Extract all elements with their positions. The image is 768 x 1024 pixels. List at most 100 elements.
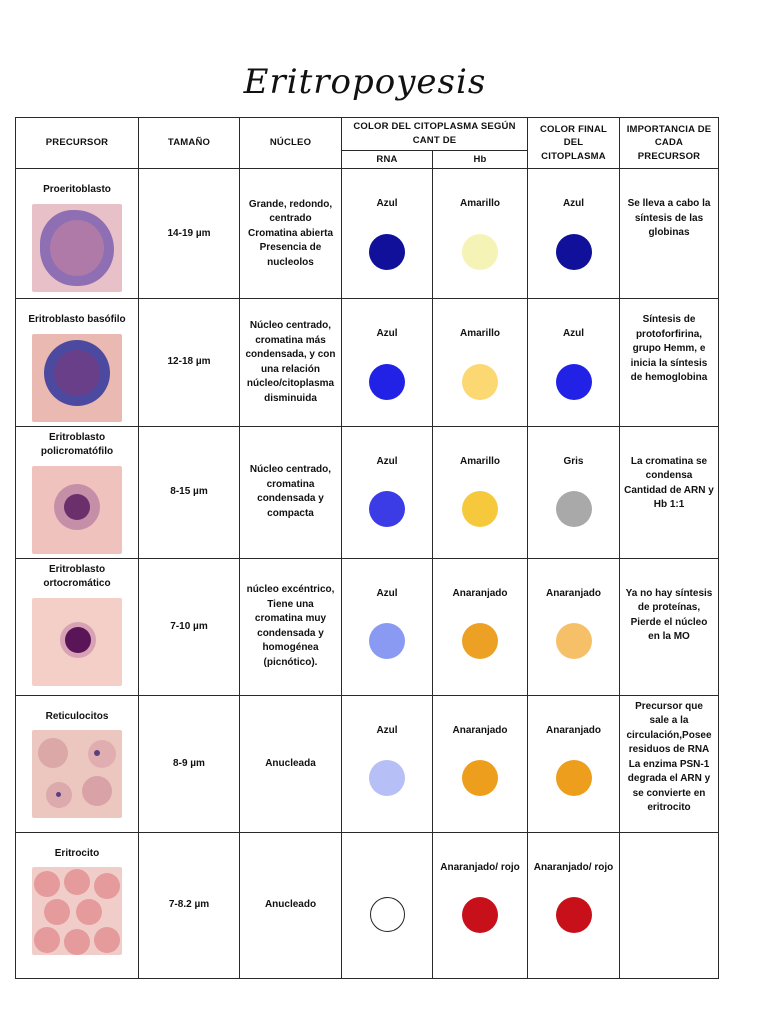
rna-label: Azul (376, 587, 398, 599)
basophilic-erythroblast-image (32, 333, 122, 422)
color-swatch (369, 896, 405, 932)
hb-label: Anaranjado/ rojo (440, 861, 520, 873)
precursor-name: Eritroblasto basófilo (28, 314, 126, 326)
header-rna: RNA (341, 149, 433, 170)
color-swatch (555, 363, 592, 400)
final-color-label: Azul (562, 198, 585, 210)
rna-cell: Azul (341, 168, 433, 300)
precursor-cell: Eritroblasto policromatófilo (15, 425, 139, 559)
nucleus-cell: Núcleo centrado, cromatina más condensad… (239, 298, 342, 427)
hb-cell: Anaranjado (432, 694, 528, 833)
header-final-color: COLOR FINAL DEL CITOPLASMA (527, 116, 620, 170)
final-color-cell: Anaranjado (527, 557, 620, 696)
table-row: Eritrocito 7-8.2 µm Anucleado Anaranjado… (15, 831, 719, 979)
color-swatch (369, 623, 405, 660)
final-color-label: Anaranjado (545, 724, 601, 736)
page-title: Eritropoyesis (243, 62, 487, 102)
final-color-cell: Azul (527, 168, 620, 300)
precursor-cell: Reticulocitos (15, 694, 139, 833)
color-swatch (462, 363, 498, 400)
color-swatch (462, 760, 498, 797)
header-importance: IMPORTANCIA DE CADA PRECURSOR (619, 116, 719, 170)
precursor-name: Proeritoblasto (43, 184, 111, 196)
rna-label: Azul (376, 328, 398, 340)
hb-cell: Amarillo (432, 425, 528, 559)
size-cell: 8-9 µm (138, 694, 240, 833)
color-swatch (462, 491, 498, 528)
precursor-cell: Eritroblasto basófilo (15, 298, 139, 427)
color-swatch (555, 897, 592, 934)
nucleus-cell: Grande, redondo, centrado Cromatina abie… (239, 168, 342, 300)
rna-cell: Azul (341, 557, 433, 696)
hb-label: Anaranjado (452, 587, 508, 599)
header-precursor: PRECURSOR (15, 116, 139, 170)
final-color-label: Anaranjado/ rojo (533, 861, 614, 873)
table-row: Eritroblasto ortocromático 7-10 µm núcle… (15, 557, 719, 696)
importance-cell: Ya no hay síntesis de proteínas, Pierde … (619, 557, 719, 696)
color-swatch (462, 623, 498, 660)
hb-cell: Amarillo (432, 298, 528, 427)
color-swatch (369, 491, 405, 528)
reticulocyte-image (32, 730, 122, 819)
nucleus-cell: Anucleado (239, 831, 342, 979)
rna-cell: Azul (341, 298, 433, 427)
color-swatch (555, 233, 592, 270)
color-swatch (369, 233, 405, 270)
final-color-label: Anaranjado (545, 587, 601, 599)
table-row: Proeritoblasto 14-19 µm Grande, redondo,… (15, 168, 719, 300)
importance-cell (619, 831, 719, 979)
polychromatophilic-erythroblast-image (32, 465, 122, 554)
table-row: Reticulocitos 8-9 µm Anucleada Azul Anar… (15, 694, 719, 833)
size-cell: 14-19 µm (138, 168, 240, 300)
precursor-name: Eritrocito (54, 847, 100, 859)
rna-cell: Azul (341, 425, 433, 559)
final-color-label: Azul (562, 328, 585, 340)
rna-cell (341, 831, 433, 979)
nucleus-cell: Anucleada (239, 694, 342, 833)
rna-cell: Azul (341, 694, 433, 833)
hb-cell: Anaranjado/ rojo (432, 831, 528, 979)
final-color-cell: Anaranjado/ rojo (527, 831, 620, 979)
precursor-cell: Proeritoblasto (15, 168, 139, 300)
size-cell: 8-15 µm (138, 425, 240, 559)
color-swatch (555, 491, 592, 528)
precursor-name: Reticulocitos (45, 710, 109, 722)
precursor-name: Eritroblasto policromatófilo (40, 431, 114, 458)
header-hb: Hb (432, 149, 528, 170)
rna-label: Azul (376, 455, 398, 467)
precursor-cell: Eritrocito (15, 831, 139, 979)
rna-label: Azul (376, 198, 398, 210)
importance-cell: Síntesis de protoforfirina, grupo Hemm, … (619, 298, 719, 427)
hb-cell: Amarillo (432, 168, 528, 300)
proerythroblast-image (32, 203, 122, 292)
header-size: TAMAÑO (138, 116, 240, 170)
precursor-cell: Eritroblasto ortocromático (15, 557, 139, 696)
size-cell: 12-18 µm (138, 298, 240, 427)
nucleus-cell: núcleo excéntrico, Tiene una cromatina m… (239, 557, 342, 696)
header-cytoplasm-group: COLOR DEL CITOPLASMA SEGÚN CANT DE (341, 117, 528, 151)
nucleus-cell: Núcleo centrado, cromatina condensada y … (239, 425, 342, 559)
final-color-label: Gris (563, 455, 584, 467)
erythropoiesis-table: PRECURSOR TAMAÑO NÚCLEO COLOR DEL CITOPL… (15, 116, 719, 979)
rna-label: Azul (376, 724, 398, 736)
erythrocyte-image (32, 867, 122, 956)
color-swatch (462, 897, 498, 934)
hb-label: Amarillo (459, 328, 500, 340)
table-row: Eritroblasto basófilo 12-18 µm Núcleo ce… (15, 298, 719, 427)
importance-cell: La cromatina se condensa Cantidad de ARN… (619, 425, 719, 559)
orthochromatic-erythroblast-image (32, 597, 122, 686)
color-swatch (555, 760, 592, 797)
hb-cell: Anaranjado (432, 557, 528, 696)
precursor-name: Eritroblasto ortocromático (43, 563, 111, 590)
size-cell: 7-10 µm (138, 557, 240, 696)
color-swatch (369, 363, 405, 400)
color-swatch (555, 623, 592, 660)
final-color-cell: Gris (527, 425, 620, 559)
final-color-cell: Azul (527, 298, 620, 427)
color-swatch (369, 760, 405, 797)
final-color-cell: Anaranjado (527, 694, 620, 833)
table-row: Eritroblasto policromatófilo 8-15 µm Núc… (15, 425, 719, 559)
size-cell: 7-8.2 µm (138, 831, 240, 979)
hb-label: Anaranjado (452, 724, 508, 736)
importance-cell: Precursor que sale a la circulación,Pose… (619, 694, 719, 833)
